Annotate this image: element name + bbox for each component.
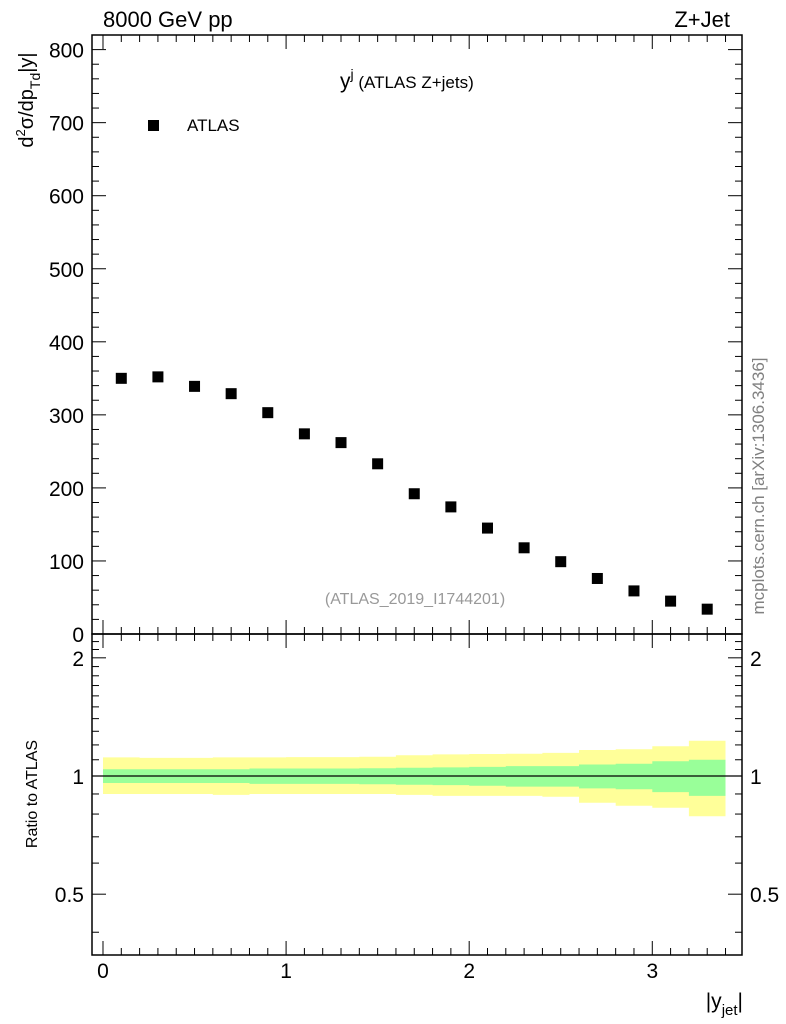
data-point [262,407,274,419]
ratio-ticks: 0.5 0.5 1 1 2 2 0 1 2 3 [55,634,779,983]
header-right: Z+Jet [674,7,730,32]
ratio-frame [91,633,743,956]
data-point [335,437,347,449]
ratio-y-tick-label-right: 1 [750,766,762,789]
ratio-y-tick-label: 1 [72,766,84,789]
data-point [298,428,310,440]
y-tick-label-zero: 0 [72,624,84,647]
y-tick-label: 700 [49,113,84,136]
main-panel: 100 200 300 400 500 600 700 800 0 d2σ/dpTd|y| yj… [13,34,743,647]
data-point [481,522,493,534]
data-point [225,388,237,400]
ratio-bands [92,740,742,817]
y-tick-label: 400 [49,332,84,355]
x-tick-label: 2 [463,960,475,983]
data-point [372,458,384,470]
y-tick-label: 300 [49,405,84,428]
y-tick-label: 100 [49,551,84,574]
plot-title: yj (ATLAS Z+jets) [340,66,474,93]
mcplots-credit: mcplots.cern.ch [arXiv:1306.3436] [749,357,768,614]
y-tick-label: 800 [49,40,84,63]
data-point [628,585,640,597]
ratio-panel: 0.5 0.5 1 1 2 2 0 1 2 3 Ratio to ATLAS |yjet| [24,633,779,1019]
y-tick-label: 600 [49,186,84,209]
data-point [445,501,457,513]
ratio-y-tick-label-right: 0.5 [750,884,779,907]
x-tick-label: 3 [646,960,658,983]
ratio-y-tick-label-right: 2 [750,648,762,671]
y-axis-label: d2σ/dpTd|y| [13,52,43,147]
y-tick-label: 500 [49,259,84,282]
data-point [518,542,530,554]
ratio-y-tick-label: 0.5 [55,884,84,907]
header-left: 8000 GeV pp [103,7,233,32]
ratio-y-label: Ratio to ATLAS [24,740,41,848]
legend-marker [148,120,159,131]
x-axis-label: |yjet| [706,990,743,1019]
legend-label: ATLAS [187,116,240,135]
data-point [591,572,603,584]
data-point [555,556,567,568]
data-point [189,380,201,392]
x-tick-label: 1 [280,960,292,983]
data-point [701,603,713,615]
main-ticks: 100 200 300 400 500 600 700 800 0 [49,34,742,647]
x-tick-label: 0 [97,960,109,983]
uncertainty-band [103,759,726,796]
y-tick-label: 200 [49,478,84,501]
data-point [665,595,677,607]
analysis-watermark: (ATLAS_2019_I1744201) [325,591,505,608]
data-point [115,372,127,384]
data-point [408,488,420,500]
atlas-points [115,371,713,615]
ratio-y-tick-label: 2 [72,648,84,671]
data-point [152,371,164,383]
